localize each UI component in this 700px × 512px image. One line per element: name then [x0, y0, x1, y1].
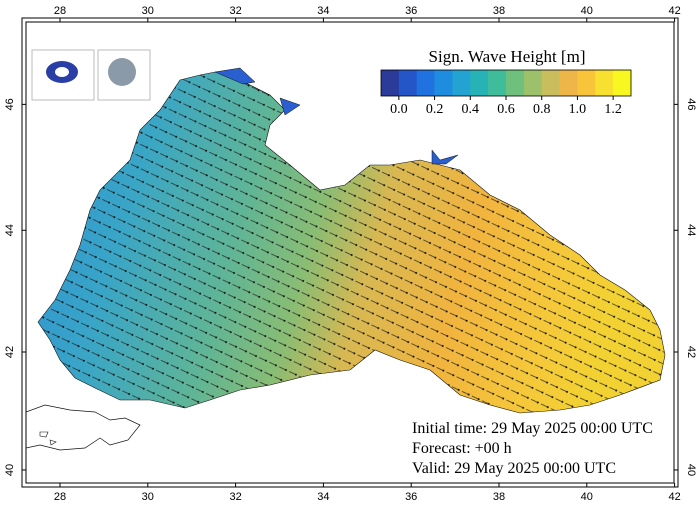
lon-label-bottom: 36: [405, 491, 417, 503]
info-text: Initial time: 29 May 2025 00:00 UTC Forec…: [412, 420, 653, 477]
colorbar: 0.0 0.2 0.4 0.6 0.8 1.0 1.2: [380, 69, 632, 117]
map-area: [26, 67, 666, 451]
colorbar-swatch: [470, 70, 489, 96]
colorbar-tick-label: 0.8: [533, 102, 551, 117]
colorbar-swatch: [506, 70, 525, 96]
lon-label-bottom: 38: [493, 491, 505, 503]
colorbar-swatch: [416, 70, 435, 96]
colorbar-swatch: [523, 70, 543, 96]
colorbar-swatch: [381, 70, 400, 96]
colorbar-tick-label: 0.6: [497, 102, 515, 117]
azov-lagoons: [214, 67, 459, 165]
frame-inner: [25, 21, 675, 484]
colorbar-swatch: [559, 70, 578, 96]
lat-label-left: 40: [4, 464, 16, 476]
lon-label-bottom: 30: [142, 491, 154, 503]
logo-2-mark: [108, 58, 136, 86]
colorbar-title: Sign. Wave Height [m]: [429, 47, 586, 66]
lon-label-top: 28: [54, 5, 66, 17]
lon-label-top: 38: [493, 5, 505, 17]
colorbar-swatch: [613, 70, 632, 96]
lon-label-bottom: 34: [317, 491, 329, 503]
lon-label-bottom: 42: [668, 491, 680, 503]
lon-label-top: 42: [668, 5, 680, 17]
colorbar-swatch: [434, 70, 453, 96]
info-line: Valid: 29 May 2025 00:00 UTC: [412, 460, 616, 477]
islands: [39, 431, 57, 446]
graticule-labels: 28 28 30 30 32 32 34 34 36 36 38 38 40 40 42 42 40 40 42 42…: [4, 5, 697, 503]
frame-outer: [21, 17, 679, 488]
logos: [31, 49, 151, 101]
colorbar-swatch: [541, 70, 560, 96]
info-line: Forecast: +00 h: [412, 440, 512, 457]
lon-label-top: 32: [229, 5, 241, 17]
lat-label-left: 42: [4, 346, 16, 358]
coastline: [26, 404, 141, 451]
lat-label-right: 44: [685, 224, 697, 236]
colorbar-swatch: [595, 70, 614, 96]
lat-label-right: 42: [685, 346, 697, 358]
lat-label-left: 44: [4, 224, 16, 236]
colorbar-swatch: [577, 70, 596, 96]
lon-label-top: 36: [405, 5, 417, 17]
logo-1-mark-inner: [55, 67, 69, 77]
colorbar-swatch: [488, 70, 507, 96]
colorbar-tick-label: 0.4: [462, 102, 480, 117]
colorbar-tick-label: 0.0: [390, 102, 408, 117]
lon-label-bottom: 28: [54, 491, 66, 503]
lat-label-right: 40: [685, 464, 697, 476]
lat-label-left: 46: [4, 98, 16, 110]
colorbar-swatch: [452, 70, 471, 96]
wave-direction-arrows: [38, 72, 665, 413]
info-line: Initial time: 29 May 2025 00:00 UTC: [412, 420, 653, 437]
colorbar-tick-label: 1.2: [604, 102, 622, 117]
lat-label-right: 46: [685, 98, 697, 110]
lon-label-bottom: 32: [229, 491, 241, 503]
lon-label-bottom: 40: [581, 491, 593, 503]
lon-label-top: 40: [581, 5, 593, 17]
colorbar-swatch: [398, 70, 418, 96]
lon-label-top: 34: [317, 5, 329, 17]
colorbar-tick-label: 0.2: [426, 102, 444, 117]
lon-label-top: 30: [142, 5, 154, 17]
colorbar-tick-label: 1.0: [569, 102, 587, 117]
